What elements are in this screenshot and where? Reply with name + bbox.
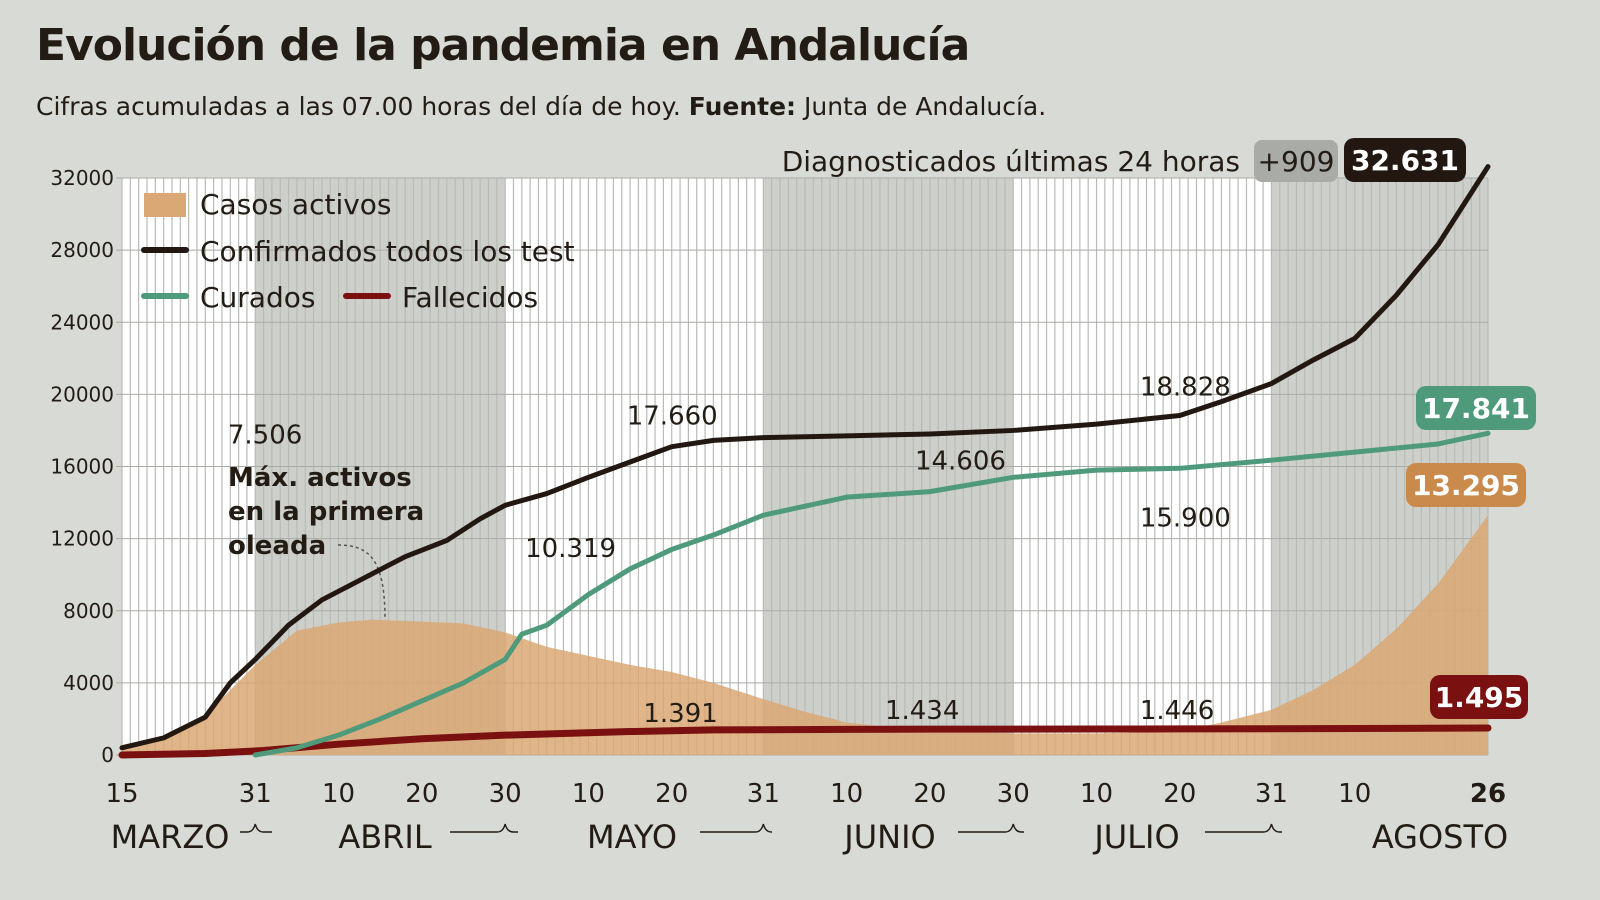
peak-note-line: en la primera xyxy=(228,497,424,527)
source-label: Fuente: xyxy=(688,92,797,121)
end-value-label: 32.631 xyxy=(1351,144,1459,177)
end-value-badge xyxy=(1416,386,1536,430)
y-tick-label: 8000 xyxy=(63,599,114,623)
y-tick-label: 24000 xyxy=(50,310,114,334)
annotation-label: 15.900 xyxy=(1140,503,1231,533)
x-tick-label: 10 xyxy=(572,779,605,809)
end-value-badge xyxy=(1344,138,1466,182)
y-tick-label: 20000 xyxy=(50,382,114,406)
annotation-label: 1.446 xyxy=(1140,696,1214,726)
month-bracket xyxy=(700,823,772,833)
legend-label: Casos activos xyxy=(200,188,392,221)
peak-note-line: Máx. activos xyxy=(228,463,412,493)
month-label: AGOSTO xyxy=(1372,818,1508,856)
last24-label: Diagnosticados últimas 24 horas xyxy=(782,145,1240,178)
series-area-casos-activos xyxy=(122,515,1488,755)
annotation-label: 17.660 xyxy=(627,402,718,432)
month-bracket xyxy=(450,823,518,833)
subtitle-text: Cifras acumuladas a las 07.00 horas del … xyxy=(36,92,681,121)
last24-delta-badge xyxy=(1254,140,1338,182)
series-line-curados xyxy=(252,430,1491,758)
end-value-badge xyxy=(1430,675,1528,719)
end-value-label: 1.495 xyxy=(1435,681,1524,714)
end-value-badge xyxy=(1406,463,1526,507)
x-tick-label: 26 xyxy=(1470,779,1506,809)
x-tick-label: 30 xyxy=(997,779,1030,809)
x-tick-label: 20 xyxy=(405,779,438,809)
annotation-label: 10.319 xyxy=(525,534,616,564)
x-tick-label: 15 xyxy=(105,779,138,809)
x-tick-label: 30 xyxy=(489,779,522,809)
x-tick-label: 10 xyxy=(322,779,355,809)
legend-label: Confirmados todos los test xyxy=(200,235,575,268)
month-bracket xyxy=(240,823,272,833)
source-text: Junta de Andalucía. xyxy=(803,92,1047,121)
x-tick-label: 31 xyxy=(747,779,780,809)
x-tick-label: 20 xyxy=(1163,779,1196,809)
annotation-label: 7.506 xyxy=(228,421,302,451)
peak-note-line: oleada xyxy=(228,531,326,561)
last24-delta: +909 xyxy=(1258,145,1335,178)
x-tick-label: 10 xyxy=(830,779,863,809)
series-line-confirmados-todos-los-test xyxy=(119,164,1491,751)
end-value-label: 17.841 xyxy=(1422,392,1530,425)
annotation-label: 1.391 xyxy=(643,699,717,729)
end-value-label: 13.295 xyxy=(1412,469,1520,502)
chart-title: Evolución de la pandemia en Andalucía xyxy=(36,20,970,71)
month-label: ABRIL xyxy=(338,818,432,856)
legend-label: Curados xyxy=(200,281,315,314)
month-label: MAYO xyxy=(587,818,677,856)
chart-subtitle: Cifras acumuladas a las 07.00 horas del … xyxy=(36,92,1046,121)
y-tick-label: 28000 xyxy=(50,238,114,262)
month-label: MARZO xyxy=(111,818,230,856)
x-tick-label: 20 xyxy=(655,779,688,809)
month-label: JUNIO xyxy=(842,818,935,856)
legend-swatch-casos-activos xyxy=(144,193,186,217)
y-tick-label: 4000 xyxy=(63,671,114,695)
annotation-label: 1.434 xyxy=(885,696,959,726)
x-tick-label: 31 xyxy=(1255,779,1288,809)
annotation-label: 14.606 xyxy=(915,447,1006,477)
x-tick-label: 10 xyxy=(1338,779,1371,809)
x-tick-label: 20 xyxy=(913,779,946,809)
month-label: JULIO xyxy=(1092,818,1179,856)
legend-label: Fallecidos xyxy=(402,281,538,314)
y-tick-label: 12000 xyxy=(50,527,114,551)
y-tick-label: 0 xyxy=(101,743,114,767)
y-tick-label: 16000 xyxy=(50,455,114,479)
month-bracket xyxy=(958,823,1024,833)
annotation-label: 18.828 xyxy=(1140,373,1231,403)
x-tick-label: 10 xyxy=(1080,779,1113,809)
peak-leader-line xyxy=(337,544,386,621)
month-bracket xyxy=(1205,823,1282,833)
x-tick-label: 31 xyxy=(239,779,272,809)
y-tick-label: 32000 xyxy=(50,166,114,190)
